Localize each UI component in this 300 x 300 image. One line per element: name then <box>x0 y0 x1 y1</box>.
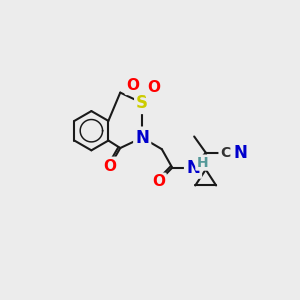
Text: O: O <box>152 175 165 190</box>
Text: N: N <box>233 144 247 162</box>
Text: S: S <box>136 94 148 112</box>
Text: O: O <box>147 80 160 95</box>
Text: O: O <box>127 78 140 93</box>
Text: H: H <box>196 156 208 170</box>
Text: O: O <box>103 159 116 174</box>
Text: N: N <box>135 129 149 147</box>
Text: N: N <box>186 159 200 177</box>
Text: C: C <box>220 146 230 160</box>
